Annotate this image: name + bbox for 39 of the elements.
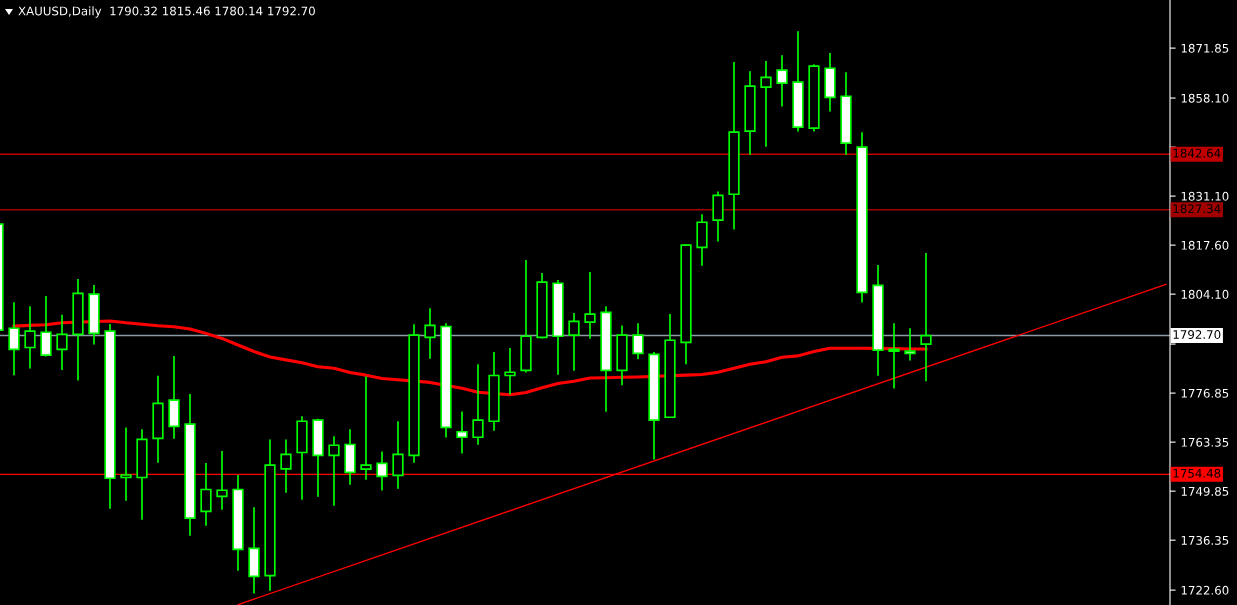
- candlestick: [24, 305, 36, 370]
- candlestick: [216, 450, 228, 511]
- candlestick: [328, 435, 340, 507]
- y-tick-label: 1736.35: [1181, 535, 1229, 545]
- candlestick: [904, 327, 916, 362]
- candlestick: [8, 301, 20, 376]
- candlestick: [632, 322, 644, 360]
- y-tick-label: 1871.85: [1181, 43, 1229, 53]
- candlestick: [360, 375, 372, 481]
- candlestick: [376, 450, 388, 492]
- y-tick-label: 1776.85: [1181, 388, 1229, 398]
- candlestick: [504, 347, 516, 396]
- y-tick-label: 1817.60: [1181, 240, 1229, 250]
- candlestick: [760, 60, 772, 148]
- y-tick-label: 1749.85: [1181, 486, 1229, 496]
- candlestick: [120, 426, 132, 502]
- y-tick-label: 1858.10: [1181, 93, 1229, 103]
- y-tick-label: 1831.10: [1181, 191, 1229, 201]
- candlestick: [472, 363, 484, 446]
- ref-line-label: 1792.70: [1173, 330, 1221, 339]
- ref-line-label: 1842.64: [1173, 148, 1221, 158]
- candlestick: [40, 295, 52, 358]
- candlestick: [56, 314, 68, 371]
- candlestick: [424, 307, 436, 360]
- candlestick: [456, 410, 468, 455]
- candlestick: [888, 322, 900, 390]
- y-tick-label: 1804.10: [1181, 289, 1229, 299]
- candlestick: [584, 271, 596, 340]
- candlestick: [920, 252, 932, 382]
- ref-line-label: 1827.34: [1173, 204, 1221, 214]
- candlestick: [568, 312, 580, 372]
- candlestick: [200, 462, 212, 527]
- text: XAUUSD,Daily 1790.32 1815.46 1780.14 1792.70: [18, 6, 315, 18]
- y-tick-label: 1763.35: [1181, 437, 1229, 447]
- candlestick: [392, 420, 404, 490]
- y-tick-label: 1722.60: [1181, 585, 1229, 595]
- ref-line-label: 1754.48: [1173, 468, 1221, 478]
- candlestick: [776, 54, 788, 108]
- candlestick: [280, 438, 292, 494]
